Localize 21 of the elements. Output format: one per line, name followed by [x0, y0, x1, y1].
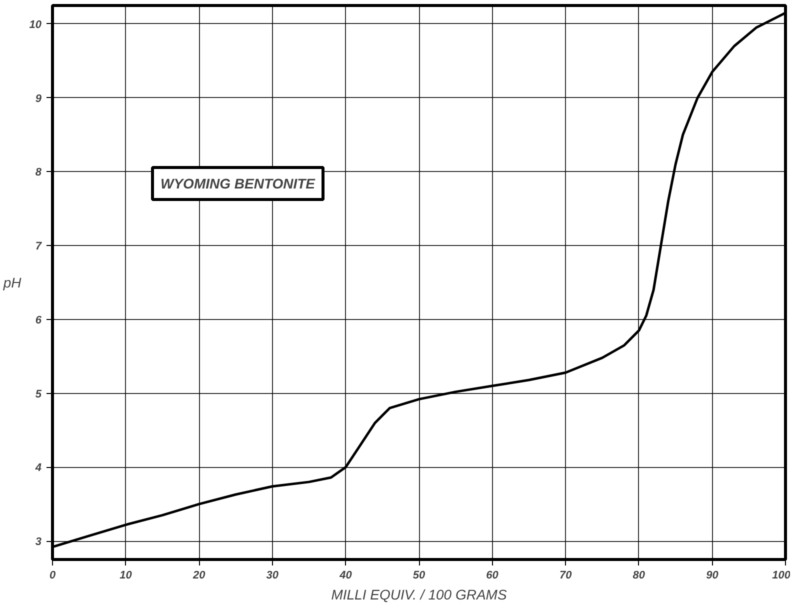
x-tick-label: 70 [559, 570, 573, 582]
x-tick-label: 60 [486, 570, 500, 582]
x-tick-label: 20 [192, 570, 206, 582]
x-tick-label: 30 [266, 570, 280, 582]
y-tick-label: 9 [35, 92, 42, 105]
y-tick-label: 8 [35, 166, 42, 179]
x-tick-label: 50 [412, 570, 426, 582]
y-tick-label: 5 [35, 388, 42, 400]
annotation: WYOMING BENTONITE [160, 176, 316, 192]
x-tick-label: 80 [632, 570, 646, 582]
x-tick-label: 90 [706, 570, 720, 582]
y-tick-label: 3 [35, 536, 42, 548]
x-axis-title: MILLI EQUIV. / 100 GRAMS [331, 586, 508, 602]
y-tick-label: 10 [29, 18, 42, 31]
x-tick-label: 40 [338, 570, 353, 582]
y-tick-label: 4 [34, 462, 42, 474]
x-tick-label: 10 [120, 570, 133, 582]
y-tick-label: 6 [35, 314, 42, 326]
x-tick-label: 0 [49, 570, 56, 582]
y-tick-label: 7 [35, 240, 42, 253]
y-axis-title: pH [2, 274, 22, 290]
